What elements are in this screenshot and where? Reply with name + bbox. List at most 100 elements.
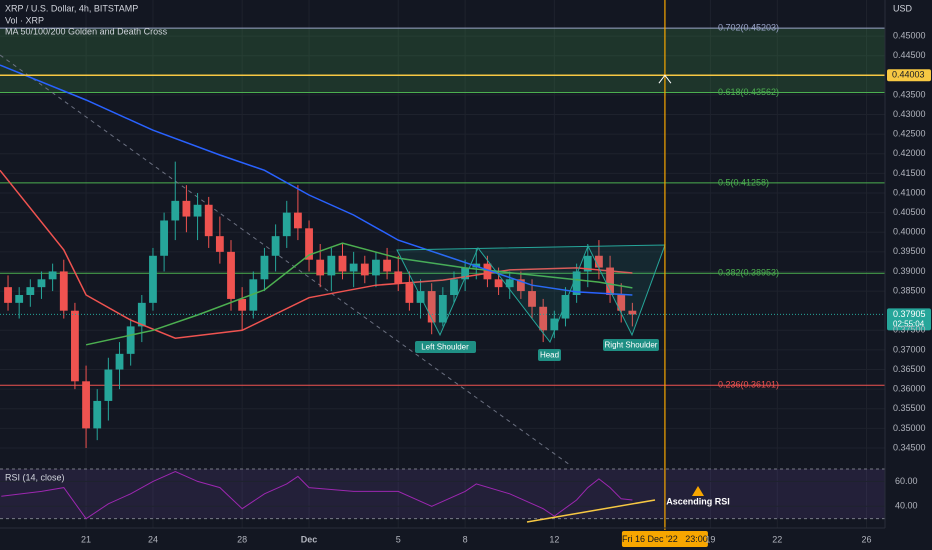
x-tick-label: 26: [861, 534, 871, 544]
head-shoulders-pattern: [396, 244, 666, 344]
candle-body: [293, 212, 302, 229]
y-tick-label: 0.40000: [893, 227, 926, 237]
y-tick-label: 0.40500: [893, 207, 926, 217]
y-tick-label: 0.45000: [893, 30, 926, 40]
ma-line: [0, 169, 633, 339]
x-tick-label: 24: [148, 534, 158, 544]
rsi-annotation: Ascending RSI: [666, 496, 730, 506]
rsi-band: [0, 468, 885, 519]
last-price-bg: [887, 308, 931, 331]
zones: 0.702(0.45203) 0.618(0.43562) 0.5(0.41258)…: [0, 23, 885, 390]
candle-body: [595, 255, 603, 268]
candle-body: [93, 400, 102, 429]
candle-body: [160, 220, 169, 256]
fib-label: 0.5(0.41258): [718, 177, 769, 187]
candle-body: [171, 200, 180, 221]
y-tick-label: 0.36000: [893, 384, 926, 394]
y-tick-label: 0.34500: [893, 442, 926, 452]
y-tick-label: 0.43500: [893, 89, 926, 99]
candle-body: [149, 255, 157, 303]
candle-body: [572, 271, 581, 296]
rsi-tick-label: 60.00: [895, 476, 918, 486]
ma-line: [85, 242, 633, 346]
x-tick-label: 5: [396, 534, 401, 544]
candle-body: [628, 310, 637, 315]
candle-body: [405, 283, 414, 303]
candle-body: [4, 287, 12, 303]
candle-body: [360, 263, 369, 276]
fib-label: 0.236(0.36101): [718, 380, 779, 390]
y-tick-label: 0.43000: [893, 109, 926, 119]
crosshair-cursor: [658, 74, 672, 84]
y-tick-label: 0.37500: [893, 325, 926, 335]
candle-body: [327, 255, 336, 276]
price-label-bg: [887, 69, 931, 82]
crosshair-label: Fri 16 Dec '22 23:00: [622, 534, 708, 544]
candle-body: [349, 263, 358, 272]
candle-body: [71, 310, 79, 382]
candle-body: [483, 263, 492, 280]
candle-body: [617, 295, 626, 311]
rsi-pane: RSI (14, close): [0, 468, 885, 520]
y-tick-label: 0.42000: [893, 148, 926, 158]
subtitle: Vol · XRP: [5, 15, 44, 25]
candle-body: [215, 236, 224, 252]
candle-body: [528, 291, 536, 307]
fib-label: 0.382(0.38953): [718, 268, 779, 278]
candle-body: [461, 267, 470, 280]
candle-body: [204, 204, 213, 237]
fib-label: 0.702(0.45203): [718, 23, 779, 33]
candle-body: [539, 306, 548, 331]
y-tick-label: 0.37000: [893, 344, 926, 354]
pattern-label: Left Shoulder: [421, 343, 469, 352]
x-tick-label: 19: [705, 534, 715, 544]
candle-body: [383, 259, 391, 272]
x-tick-label: 8: [463, 534, 468, 544]
candle-body: [583, 255, 592, 272]
x-tick-label: 12: [549, 534, 559, 544]
candle-body: [561, 295, 570, 319]
candle-body: [182, 200, 191, 217]
candle-body: [238, 298, 247, 311]
candle-body: [260, 255, 269, 280]
candle-body: [104, 369, 113, 401]
rsi-tick-label: 40.00: [895, 501, 918, 511]
y-tick-label: 0.41500: [893, 168, 926, 178]
candle-body: [494, 279, 503, 288]
candle-body: [227, 251, 235, 299]
candle-body: [115, 353, 124, 370]
y-tick-label: 0.38500: [893, 285, 926, 295]
y-tick-label: 0.35500: [893, 403, 926, 413]
candle-body: [282, 212, 291, 237]
candle-body: [82, 381, 90, 429]
warning-icon: [692, 486, 704, 496]
candle-body: [438, 295, 447, 323]
candle-body: [606, 267, 614, 296]
candle-body: [48, 271, 57, 280]
candle-body: [316, 259, 325, 276]
chart-title: XRP / U.S. Dollar, 4h, BITSTAMP: [5, 3, 138, 13]
currency: USD: [893, 3, 913, 13]
label-bg: [415, 341, 476, 353]
candle-body: [394, 271, 403, 284]
y-tick-label: 0.42500: [893, 129, 926, 139]
price-label: 0.44003: [892, 70, 925, 80]
x-tick-label: Dec: [301, 534, 318, 544]
x-tick-label: 28: [237, 534, 247, 544]
candle-body: [26, 287, 35, 296]
candle-body: [516, 279, 525, 292]
candle-body: [249, 279, 258, 311]
candle-body: [450, 279, 458, 296]
pattern-label: Head: [540, 351, 559, 360]
candle-body: [305, 228, 313, 260]
y-tick-label: 0.39000: [893, 266, 926, 276]
candle-body: [59, 271, 68, 311]
candle-body: [372, 259, 380, 276]
pattern-label: Right Shoulder: [605, 341, 658, 350]
candle-body: [271, 236, 280, 256]
candle-body: [505, 279, 514, 288]
candle-body: [15, 295, 24, 303]
